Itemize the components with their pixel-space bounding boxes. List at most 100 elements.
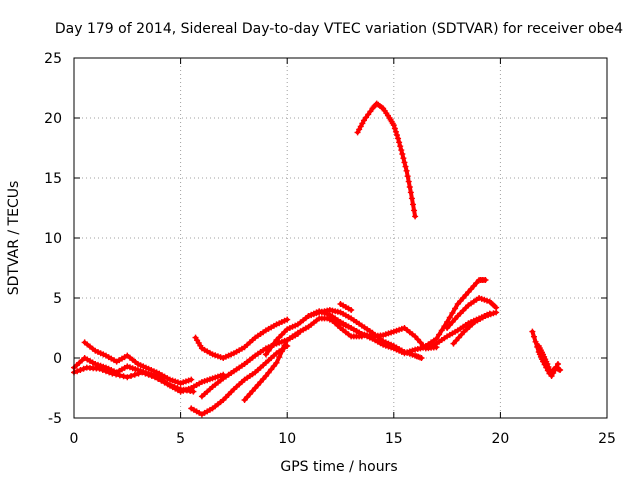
x-tick-label: 5 [176, 431, 185, 447]
data-point [482, 277, 489, 283]
data-point [74, 368, 81, 375]
data-point [409, 201, 416, 208]
data-point [449, 310, 456, 316]
data-point [148, 373, 155, 379]
data-point [273, 359, 280, 366]
data-point [128, 373, 135, 379]
chart-title: Day 179 of 2014, Sidereal Day-to-day VTE… [55, 21, 623, 37]
data-point [403, 167, 410, 174]
data-point [161, 379, 168, 386]
series-line [423, 278, 488, 348]
data-point [268, 366, 275, 373]
series-arc12 [354, 100, 419, 220]
series-arc6 [188, 343, 291, 418]
data-point [396, 139, 403, 146]
data-point [164, 381, 171, 388]
data-point [395, 135, 402, 142]
y-tick-label: 15 [44, 171, 62, 187]
data-point [418, 355, 425, 361]
data-point [436, 331, 443, 338]
data-point [281, 342, 288, 349]
data-point [155, 376, 162, 382]
data-point [407, 189, 414, 196]
series-arc15 [450, 309, 500, 347]
data-point [174, 385, 181, 391]
data-point [109, 370, 116, 377]
data-point [168, 382, 175, 389]
plot-frame [73, 57, 608, 419]
data-point [402, 163, 409, 170]
data-point [116, 372, 123, 379]
data-point [278, 348, 285, 355]
data-point [158, 377, 165, 384]
y-axis-label: SDTVAR / TECUs [6, 181, 22, 296]
data-point [348, 307, 355, 313]
x-tick-label: 25 [598, 431, 616, 447]
data-point [529, 328, 536, 335]
data-point [545, 364, 552, 370]
data-point [270, 340, 277, 347]
data-point [142, 370, 149, 377]
data-point [405, 178, 412, 185]
data-point [106, 369, 113, 376]
data-point [452, 305, 459, 312]
x-tick-label: 0 [70, 431, 79, 447]
series-arc11 [337, 301, 355, 313]
data-point [265, 369, 272, 376]
data-point [265, 347, 272, 354]
series-arc16 [529, 328, 564, 377]
data-point [554, 361, 561, 367]
data-point [411, 207, 418, 214]
data-point [135, 370, 142, 377]
x-tick-label: 20 [491, 431, 509, 447]
data-point [145, 371, 152, 378]
data-point [530, 333, 537, 340]
series-arc14 [444, 295, 500, 331]
data-point [401, 159, 408, 166]
series-arc4 [192, 316, 291, 361]
data-point [284, 316, 291, 323]
y-tick-label: 10 [44, 231, 62, 247]
data-point [391, 125, 398, 132]
data-point [276, 354, 283, 361]
data-point [392, 128, 399, 135]
data-point [270, 363, 277, 370]
data-point [546, 367, 553, 373]
data-point [408, 195, 415, 202]
y-tick-label: 5 [53, 291, 62, 307]
data-point [262, 351, 269, 358]
data-point [268, 344, 275, 351]
data-point [171, 383, 178, 390]
data-point [120, 373, 127, 380]
data-point [188, 376, 195, 383]
data-point [131, 371, 138, 378]
data-point [397, 143, 404, 150]
data-point [152, 374, 159, 381]
x-axis-label: GPS time / hours [280, 459, 397, 475]
data-series [71, 100, 564, 418]
data-point [139, 369, 146, 376]
series-arc2 [71, 364, 197, 395]
data-point [404, 173, 411, 180]
data-point [493, 309, 500, 316]
x-tick-label: 10 [278, 431, 296, 447]
data-point [446, 314, 453, 321]
axis-ticks: 0 5 10 15 20 25 -5 0 5 10 15 20 25 [44, 51, 616, 447]
y-tick-label: 25 [44, 51, 62, 67]
data-point [262, 373, 269, 379]
y-tick-label: -5 [48, 411, 62, 427]
data-point [398, 147, 405, 154]
data-point [438, 327, 445, 334]
data-point [77, 367, 84, 373]
data-point [102, 368, 109, 375]
data-point [399, 151, 406, 157]
series-arc13 [422, 277, 489, 349]
data-point [433, 335, 440, 342]
data-point [96, 365, 103, 372]
data-point [80, 365, 87, 372]
data-point [406, 184, 413, 190]
data-point [393, 132, 400, 139]
grid-lines [74, 58, 607, 418]
data-point [124, 374, 131, 381]
